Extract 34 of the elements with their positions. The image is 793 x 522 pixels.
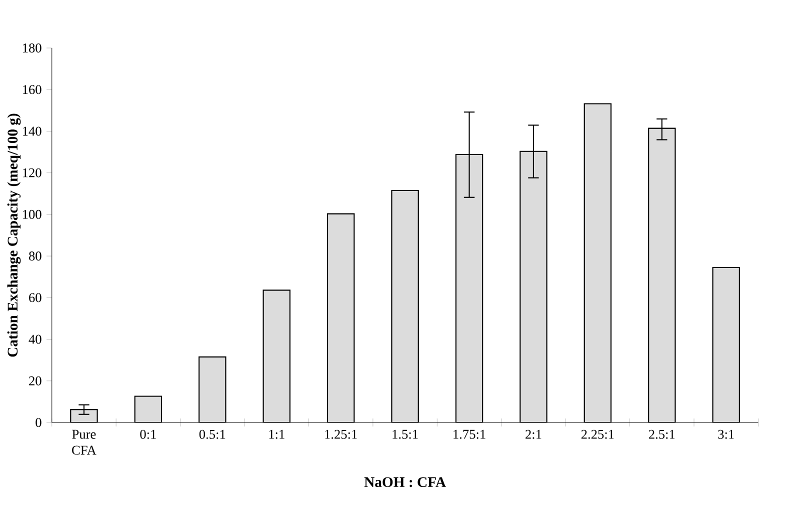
bar	[648, 128, 676, 422]
x-tick-label: 2.5:1	[648, 430, 675, 439]
bar	[584, 102, 612, 422]
bar	[391, 190, 419, 422]
y-axis-title: Cation Exchange Capacity (meq/100 g)	[7, 113, 21, 356]
y-tick-label: 100	[23, 210, 42, 219]
x-tick-label: 2:1	[526, 430, 542, 439]
bar	[712, 266, 740, 422]
y-tick-label: 0	[36, 418, 42, 427]
x-tick-label: Pure CFA	[72, 430, 96, 454]
bar	[326, 213, 355, 422]
x-tick-label: 1.25:1	[325, 430, 357, 439]
x-axis-title: NaOH : CFA	[364, 476, 446, 487]
x-tick-label: 0.5:1	[199, 430, 226, 439]
bar	[134, 396, 162, 422]
bar	[262, 289, 290, 422]
x-tick-label: 0:1	[140, 430, 156, 439]
y-tick-label: 160	[23, 84, 42, 94]
bar	[70, 409, 98, 422]
x-tick-label: 1.5:1	[392, 430, 418, 439]
y-tick-label: 140	[23, 126, 42, 136]
bar	[198, 356, 226, 422]
bar	[520, 150, 548, 422]
bar	[455, 154, 484, 422]
x-tick-label: 1.75:1	[454, 430, 486, 439]
y-tick-label: 80	[29, 251, 42, 260]
x-tick-label: 1:1	[269, 430, 284, 439]
y-tick-label: 20	[29, 376, 42, 386]
y-tick-label: 180	[23, 43, 42, 52]
y-tick-label: 60	[29, 292, 42, 302]
x-tick-label: 3:1	[718, 430, 734, 439]
y-tick-label: 40	[28, 334, 42, 344]
x-tick-label: 2.25:1	[581, 430, 614, 439]
y-tick-label: 120	[23, 168, 42, 178]
